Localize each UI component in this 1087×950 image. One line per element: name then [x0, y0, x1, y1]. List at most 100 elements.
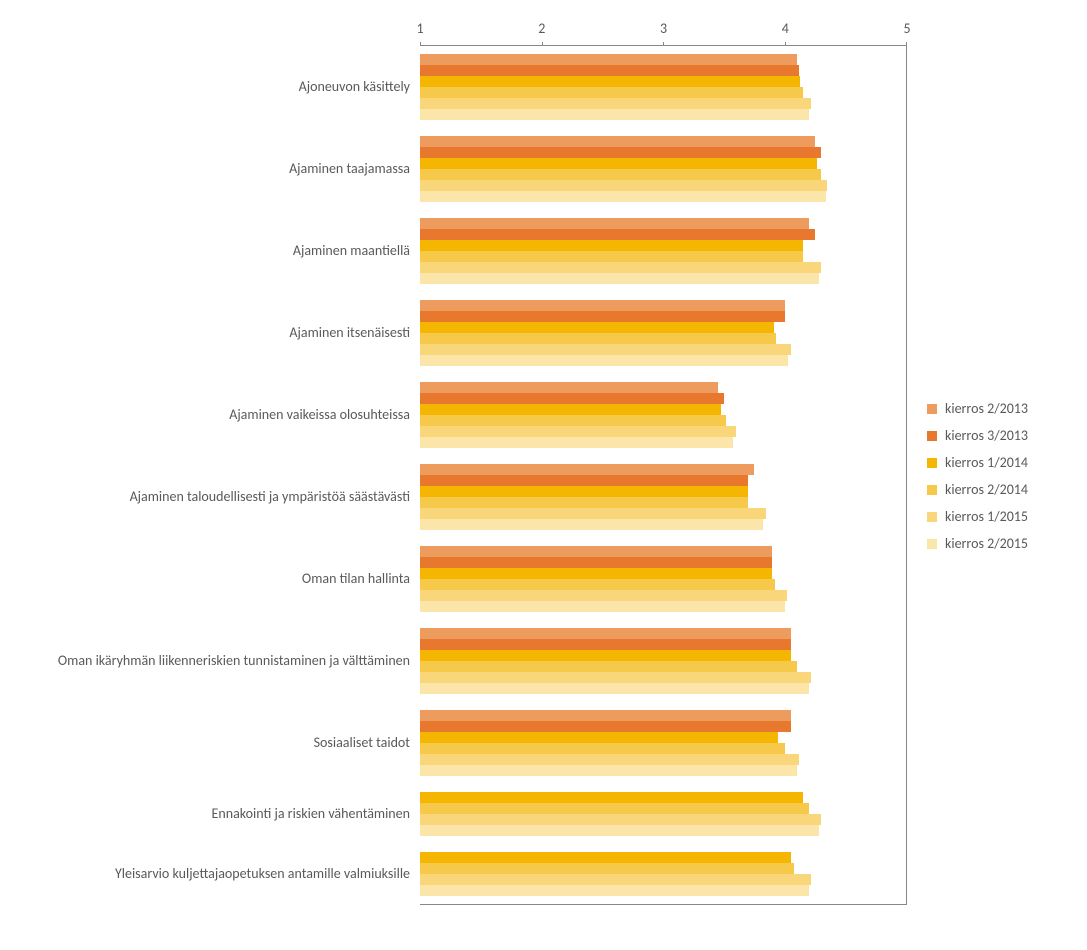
category-label: Ajaminen taloudellisesti ja ympäristöä s…	[20, 456, 410, 538]
bar-row	[420, 754, 906, 765]
bar-row	[420, 136, 906, 147]
bar-group	[420, 128, 906, 210]
bar	[420, 393, 724, 404]
legend-item: kierros 1/2015	[927, 508, 1067, 525]
bar-row	[420, 568, 906, 579]
bar-row	[420, 683, 906, 694]
bar-row	[420, 710, 906, 721]
bar	[420, 754, 799, 765]
bar	[420, 311, 785, 322]
bar	[420, 437, 733, 448]
bar-row	[420, 661, 906, 672]
bar	[420, 710, 791, 721]
bar	[420, 721, 791, 732]
bar	[420, 218, 809, 229]
legend-swatch	[927, 458, 937, 468]
bar	[420, 863, 794, 874]
bar	[420, 169, 821, 180]
bar-row	[420, 218, 906, 229]
bar	[420, 464, 754, 475]
bar-row	[420, 590, 906, 601]
bar-row	[420, 765, 906, 776]
plot-column: 12345	[420, 20, 907, 930]
bar	[420, 628, 791, 639]
bar-row	[420, 147, 906, 158]
bar-row	[420, 825, 906, 836]
legend: kierros 2/2013 kierros 3/2013 kierros 1/20…	[907, 20, 1067, 930]
bar-group	[420, 46, 906, 128]
bar-row	[420, 344, 906, 355]
bar-row	[420, 579, 906, 590]
category-label: Oman tilan hallinta	[20, 538, 410, 620]
x-tick-label: 2	[538, 20, 545, 37]
bar	[420, 639, 791, 650]
bar	[420, 486, 748, 497]
category-label: Ajaminen taajamassa	[20, 128, 410, 210]
legend-swatch	[927, 485, 937, 495]
bar-row	[420, 464, 906, 475]
bar-row	[420, 672, 906, 683]
category-label: Sosiaaliset taidot	[20, 702, 410, 784]
bar	[420, 590, 787, 601]
plot-area	[420, 46, 907, 905]
bar	[420, 54, 797, 65]
x-tick-label: 1	[416, 20, 423, 37]
bar	[420, 557, 772, 568]
bar-row	[420, 650, 906, 661]
category-label-wrap: Ajaminen itsenäisesti	[20, 292, 420, 374]
bar-row	[420, 229, 906, 240]
legend-swatch	[927, 431, 937, 441]
bar-group	[420, 456, 906, 538]
bar	[420, 475, 748, 486]
bar	[420, 333, 776, 344]
x-tick-mark	[542, 42, 543, 46]
bar	[420, 568, 772, 579]
bar	[420, 852, 791, 863]
category-label-wrap: Ajaminen maantiellä	[20, 210, 420, 292]
legend-swatch	[927, 539, 937, 549]
legend-swatch	[927, 512, 937, 522]
bar	[420, 229, 815, 240]
bar-row	[420, 300, 906, 311]
bar	[420, 814, 821, 825]
bar-row	[420, 415, 906, 426]
bar	[420, 344, 791, 355]
bar	[420, 683, 809, 694]
bar-group	[420, 374, 906, 456]
category-label: Ajaminen itsenäisesti	[20, 292, 410, 374]
legend-label: kierros 1/2015	[945, 508, 1028, 525]
bar	[420, 262, 821, 273]
legend-label: kierros 3/2013	[945, 427, 1028, 444]
bar-group	[420, 620, 906, 702]
bar-row	[420, 191, 906, 202]
legend-item: kierros 3/2013	[927, 427, 1067, 444]
bar	[420, 508, 766, 519]
bar-row	[420, 732, 906, 743]
legend-label: kierros 2/2013	[945, 400, 1028, 417]
bar-row	[420, 475, 906, 486]
bar-group	[420, 292, 906, 374]
bar	[420, 76, 800, 87]
bar	[420, 546, 772, 557]
bar	[420, 191, 826, 202]
bar	[420, 251, 803, 262]
bar-group	[420, 702, 906, 784]
bar-row	[420, 437, 906, 448]
bar	[420, 650, 791, 661]
bar	[420, 672, 811, 683]
x-tick-mark	[420, 42, 421, 46]
legend-item: kierros 2/2015	[927, 535, 1067, 552]
bar-row	[420, 497, 906, 508]
bar-row	[420, 508, 906, 519]
bar-group	[420, 844, 906, 904]
bar-row	[420, 382, 906, 393]
category-label: Yleisarvio kuljettajaopetuksen antamille…	[20, 844, 410, 904]
legend-swatch	[927, 404, 937, 414]
bar-row	[420, 486, 906, 497]
bar-row	[420, 169, 906, 180]
legend-item: kierros 1/2014	[927, 454, 1067, 471]
bar-row	[420, 98, 906, 109]
bar	[420, 792, 803, 803]
bar	[420, 497, 748, 508]
bar-row	[420, 109, 906, 120]
